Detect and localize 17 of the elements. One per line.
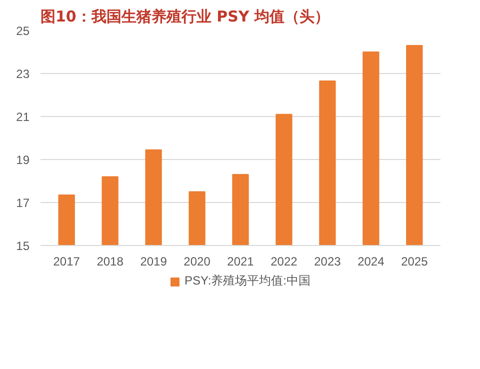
x-tick-label: 2017 <box>53 254 80 268</box>
chart-title: 图10：我国生猪养殖行业 PSY 均值（头） <box>40 8 330 26</box>
x-tick-label: 2018 <box>96 254 124 268</box>
x-tick-label: 2020 <box>184 254 211 268</box>
x-tick-label: 2023 <box>314 254 342 268</box>
x-tick-label: 2024 <box>358 254 385 268</box>
x-tick-label: 2019 <box>140 254 168 268</box>
y-tick-label: 23 <box>16 67 30 81</box>
y-tick-label: 15 <box>16 239 30 253</box>
y-tick-label: 17 <box>16 196 30 210</box>
x-tick-label: 2021 <box>227 254 254 268</box>
x-tick-label: 2022 <box>270 254 298 268</box>
y-tick-label: 19 <box>16 153 30 167</box>
x-tick-label: 2025 <box>401 254 428 268</box>
y-tick-label: 21 <box>16 110 30 124</box>
legend-label: PSY:养殖场平均值:中国 <box>184 272 311 290</box>
y-tick-label: 25 <box>16 24 30 38</box>
